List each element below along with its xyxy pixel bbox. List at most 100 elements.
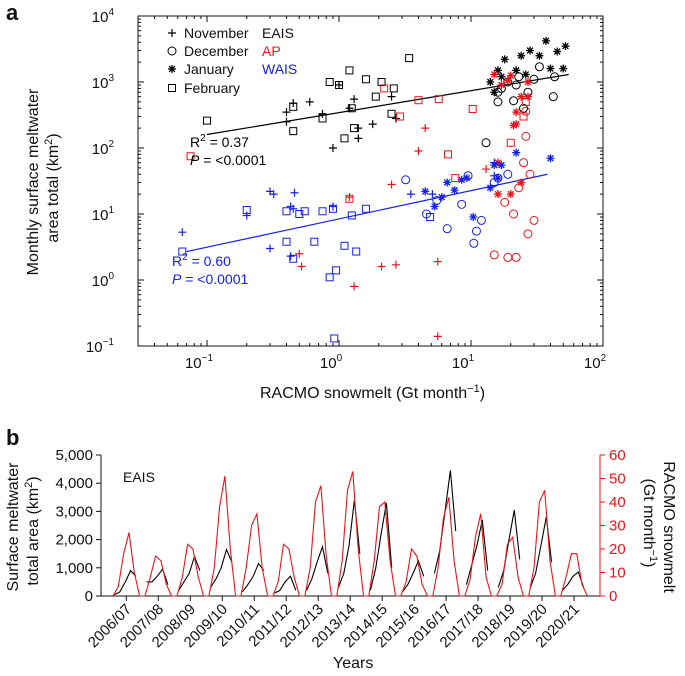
point-ap-plus <box>482 165 491 174</box>
series-line-meltwater-area <box>369 502 393 591</box>
panel-b-left-y-axis-label: Surface meltwater total area (km2) <box>5 462 42 592</box>
point-ap-star <box>497 81 506 90</box>
point-ap-star <box>509 121 518 130</box>
pb-right-tick-label: 60 <box>609 447 626 464</box>
series-line-meltwater-area <box>210 547 233 588</box>
legend-month-label-3: January <box>184 61 234 77</box>
point-eais-square <box>389 84 398 93</box>
point-wais-plus <box>406 190 415 199</box>
wais-r2-prefix: R <box>172 253 182 269</box>
point-eais-star <box>512 66 521 75</box>
point-eais-plus <box>350 95 359 104</box>
wais-p-label: P = <0.0001 <box>172 271 249 287</box>
pa-y-tick-exp: 3 <box>108 73 114 84</box>
point-ap-circle <box>521 131 531 141</box>
point-ap-square <box>345 194 354 203</box>
pa-x-tick-base: 10 <box>185 355 202 372</box>
point-ap-star <box>517 178 526 187</box>
panel-a-y-axis-label: Monthly surface meltwater area total (km… <box>25 88 62 275</box>
point-wais-circle <box>503 169 513 179</box>
point-eais-plus <box>345 104 354 113</box>
point-ap-circle <box>500 197 510 207</box>
pa-x-tick-base: 10 <box>320 355 337 372</box>
point-wais-square <box>282 237 291 246</box>
point-ap-plus <box>377 262 386 271</box>
point-ap-plus <box>414 147 423 156</box>
wais-r2-label: R2 = 0.60 <box>172 252 231 269</box>
point-wais-square <box>289 254 298 263</box>
point-wais-square <box>328 204 337 213</box>
panel-a-points <box>178 36 570 343</box>
panel-b-right-y-axis-label: RACMO snowmelt (Gt month−1) <box>640 461 677 593</box>
wais-p-letter: P <box>172 271 182 287</box>
point-wais-star <box>546 154 555 163</box>
eais-r2-label: R2 = 0.37 <box>190 133 249 150</box>
pa-ylabel-line1: Monthly surface meltwater <box>25 88 42 275</box>
pb-right-tick-label: 30 <box>609 518 626 535</box>
point-wais-star <box>469 213 478 222</box>
point-eais-circle <box>511 80 521 90</box>
point-wais-square <box>310 237 319 246</box>
point-wais-plus <box>289 204 298 213</box>
pa-y-tick-label: 103 <box>92 73 115 92</box>
pa-x-tick-exp: 0 <box>337 353 343 364</box>
point-wais-square <box>426 213 435 222</box>
pa-y-tick-base: 10 <box>86 339 103 356</box>
panel-b-label: b <box>6 425 19 450</box>
wais-r2-value: = 0.60 <box>188 253 231 269</box>
pb-left-tick-label: 1,000 <box>55 560 93 577</box>
point-ap-star <box>523 78 532 86</box>
pa-x-tick-exp: 1 <box>469 353 475 364</box>
point-ap-circle <box>489 250 499 260</box>
point-eais-plus <box>282 117 291 126</box>
point-ap-circle <box>529 215 539 225</box>
point-wais-star <box>497 161 506 170</box>
panel-a-x-axis-label: RACMO snowmelt (Gt month−1) <box>260 383 485 402</box>
pa-x-tick-label: 10−1 <box>185 353 214 372</box>
point-eais-plus <box>354 134 363 143</box>
point-eais-star <box>542 36 551 45</box>
eais-p-value: = <0.0001 <box>199 152 266 168</box>
panel-b-timeseries: 0 1,000 2,000 3,000 4,000 5,000 0 10 20 30 40 50 60 2… <box>5 447 677 672</box>
pa-y-tick-exp: 2 <box>108 139 114 150</box>
pb-left-tick-label: 2,000 <box>55 532 93 549</box>
point-ap-plus <box>295 249 304 258</box>
point-wais-star <box>486 183 495 192</box>
pa-xlabel-end: ) <box>480 385 485 402</box>
panel-a-label: a <box>6 0 19 25</box>
point-ap-circle <box>511 252 521 262</box>
pa-x-tick-label: 100 <box>320 353 343 372</box>
point-wais-square <box>282 207 291 216</box>
point-wais-square <box>330 334 339 343</box>
pa-y-tick-base: 10 <box>92 273 109 290</box>
point-ap-circle <box>509 209 519 219</box>
legend-marker-star <box>168 65 176 73</box>
point-eais-square <box>405 54 414 63</box>
pa-y-tick-base: 10 <box>92 75 109 92</box>
fit-line-wais <box>186 173 548 253</box>
eais-p-letter: P <box>190 152 200 168</box>
eais-r2-prefix: R <box>190 134 200 150</box>
point-eais-square <box>203 116 212 125</box>
point-eais-star <box>497 72 506 81</box>
point-eais-plus <box>305 97 314 106</box>
pb-ylabel-left-line2: total area (km2) <box>23 476 42 585</box>
legend-marker-square <box>168 84 176 92</box>
series-line-meltwater-area <box>242 562 265 593</box>
point-eais-star <box>561 42 570 51</box>
point-ap-square <box>451 174 460 183</box>
point-eais-circle <box>548 92 558 102</box>
point-ap-square <box>468 104 477 113</box>
point-wais-star <box>457 175 466 184</box>
point-wais-star <box>462 174 471 183</box>
point-wais-star <box>430 202 439 211</box>
eais-r2-sup: 2 <box>200 133 206 144</box>
legend-month-label-2: December <box>184 43 249 59</box>
pa-xlabel-sup: −1 <box>467 383 480 395</box>
series-line-meltwater-area <box>114 569 137 596</box>
pb-ylabel-left-end: ) <box>25 476 42 481</box>
point-wais-star <box>490 161 499 170</box>
series-line-meltwater-area <box>529 516 553 588</box>
point-wais-circle <box>457 199 467 209</box>
point-ap-circle <box>503 252 513 262</box>
